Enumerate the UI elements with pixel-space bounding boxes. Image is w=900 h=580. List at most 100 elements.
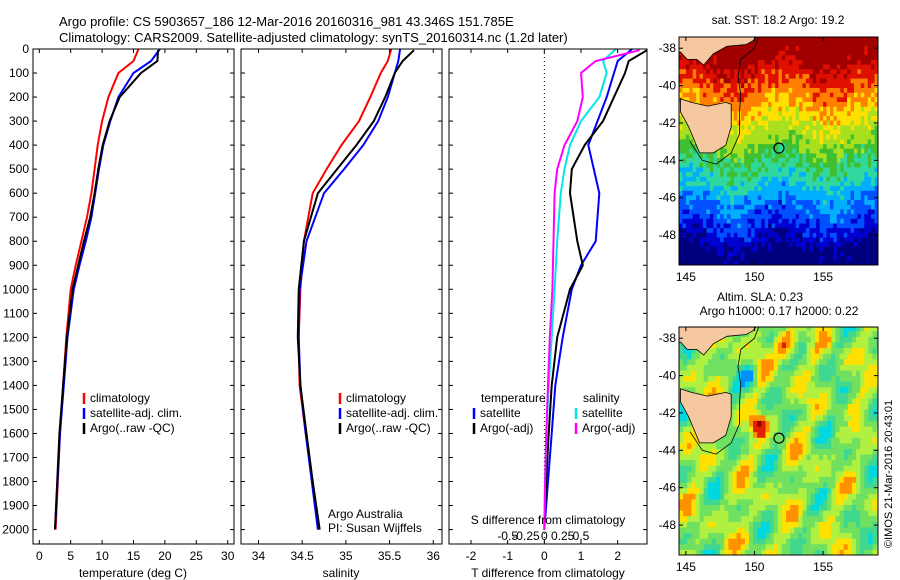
heatmap-cell bbox=[685, 176, 690, 182]
heatmap-cell bbox=[788, 246, 793, 252]
heatmap-cell bbox=[713, 218, 718, 224]
heatmap-cell bbox=[737, 92, 742, 98]
heatmap-cell bbox=[773, 342, 779, 349]
heatmap-cell bbox=[843, 64, 848, 70]
heatmap-cell bbox=[871, 64, 875, 70]
heatmap-cell bbox=[867, 246, 872, 252]
heatmap-cell bbox=[819, 493, 824, 500]
heatmap-cell bbox=[843, 336, 849, 343]
heatmap-cell bbox=[711, 342, 717, 349]
heatmap-cell bbox=[854, 255, 858, 261]
heatmap-cell bbox=[692, 87, 697, 93]
heatmap-cell bbox=[751, 50, 755, 56]
heatmap-cell bbox=[847, 92, 851, 98]
heatmap-cell bbox=[830, 246, 834, 252]
heatmap-cell bbox=[835, 521, 841, 528]
heatmap-cell bbox=[706, 87, 711, 93]
heatmap-cell bbox=[757, 115, 762, 121]
heatmap-cell bbox=[836, 260, 841, 265]
heatmap-cell bbox=[857, 106, 862, 112]
heatmap-cell bbox=[692, 246, 697, 252]
heatmap-cell bbox=[728, 437, 733, 444]
heatmap-cell bbox=[860, 37, 865, 42]
heatmap-cell bbox=[781, 347, 787, 354]
heatmap-cell bbox=[761, 543, 766, 550]
salinity-annotation-line-1: Argo Australia bbox=[328, 507, 403, 521]
heatmap-cell bbox=[713, 223, 718, 229]
heatmap-cell bbox=[836, 134, 841, 140]
heatmap-cell bbox=[792, 194, 797, 201]
heatmap-cell bbox=[771, 73, 776, 79]
heatmap-cell bbox=[830, 157, 834, 163]
heatmap-cell bbox=[785, 64, 790, 70]
heatmap-cell bbox=[799, 157, 803, 163]
heatmap-cell bbox=[751, 157, 755, 163]
heatmap-cell bbox=[798, 549, 803, 555]
heatmap-cell bbox=[757, 392, 762, 399]
heatmap-cell bbox=[857, 218, 862, 224]
heatmap-cell bbox=[823, 327, 828, 332]
heatmap-cell bbox=[794, 414, 799, 421]
heatmap-cell bbox=[864, 246, 869, 252]
heatmap-cell bbox=[775, 92, 779, 98]
heatmap-cell bbox=[781, 106, 786, 112]
heatmap-cell bbox=[728, 448, 733, 455]
heatmap-cell bbox=[737, 73, 742, 79]
heatmap-cell bbox=[794, 476, 799, 483]
heatmap-cell bbox=[835, 482, 841, 489]
heatmap-cell bbox=[812, 143, 817, 149]
heatmap-cell bbox=[795, 82, 800, 88]
heatmap-cell bbox=[727, 157, 731, 163]
heatmap-cell bbox=[696, 260, 701, 265]
heatmap-cell bbox=[850, 129, 855, 135]
heatmap-cell bbox=[799, 120, 803, 126]
heatmap-cell bbox=[860, 392, 865, 399]
heatmap-cell bbox=[740, 255, 745, 261]
heatmap-cell bbox=[833, 194, 838, 201]
heatmap-cell bbox=[761, 392, 766, 399]
heatmap-cell bbox=[851, 414, 857, 421]
heatmap-cell bbox=[802, 194, 807, 201]
heatmap-cell bbox=[836, 148, 841, 154]
heatmap-cell bbox=[716, 498, 721, 505]
heatmap-cell bbox=[761, 403, 766, 410]
heatmap-cell bbox=[744, 255, 749, 261]
heatmap-cell bbox=[687, 549, 692, 555]
heatmap-cell bbox=[799, 54, 803, 60]
heatmap-cell bbox=[788, 54, 793, 60]
heatmap-cell bbox=[749, 470, 754, 477]
heatmap-cell bbox=[788, 241, 793, 247]
heatmap-cell bbox=[790, 426, 795, 433]
heatmap-cell bbox=[860, 420, 865, 427]
heatmap-cell bbox=[709, 232, 714, 238]
heatmap-cell bbox=[709, 204, 714, 210]
heatmap-cell bbox=[769, 454, 775, 461]
heatmap-cell bbox=[777, 448, 783, 455]
heatmap-cell bbox=[816, 134, 821, 140]
heatmap-cell bbox=[733, 208, 738, 215]
heatmap-cell bbox=[740, 260, 745, 265]
heatmap-cell bbox=[843, 260, 848, 265]
heatmap-cell bbox=[691, 364, 696, 371]
heatmap-cell bbox=[761, 330, 766, 337]
heatmap-cell bbox=[736, 336, 742, 343]
heatmap-cell bbox=[723, 251, 728, 257]
heatmap-cell bbox=[728, 370, 733, 377]
heatmap-cell bbox=[823, 129, 827, 135]
heatmap-cell bbox=[679, 115, 683, 121]
heatmap-cell bbox=[716, 364, 721, 371]
heatmap-cell bbox=[856, 336, 861, 343]
heatmap-cell bbox=[716, 386, 721, 393]
heatmap-cell bbox=[771, 87, 776, 93]
heatmap-cell bbox=[819, 504, 824, 511]
heatmap-cell bbox=[706, 232, 711, 238]
heatmap-cell bbox=[754, 129, 759, 135]
heatmap-cell bbox=[847, 403, 853, 410]
heatmap-cell bbox=[798, 437, 803, 444]
heatmap-cell bbox=[802, 92, 807, 98]
heatmap-cell bbox=[806, 381, 812, 388]
heatmap-cell bbox=[733, 260, 738, 265]
heatmap-cell bbox=[781, 549, 787, 555]
heatmap-cell bbox=[692, 157, 697, 163]
